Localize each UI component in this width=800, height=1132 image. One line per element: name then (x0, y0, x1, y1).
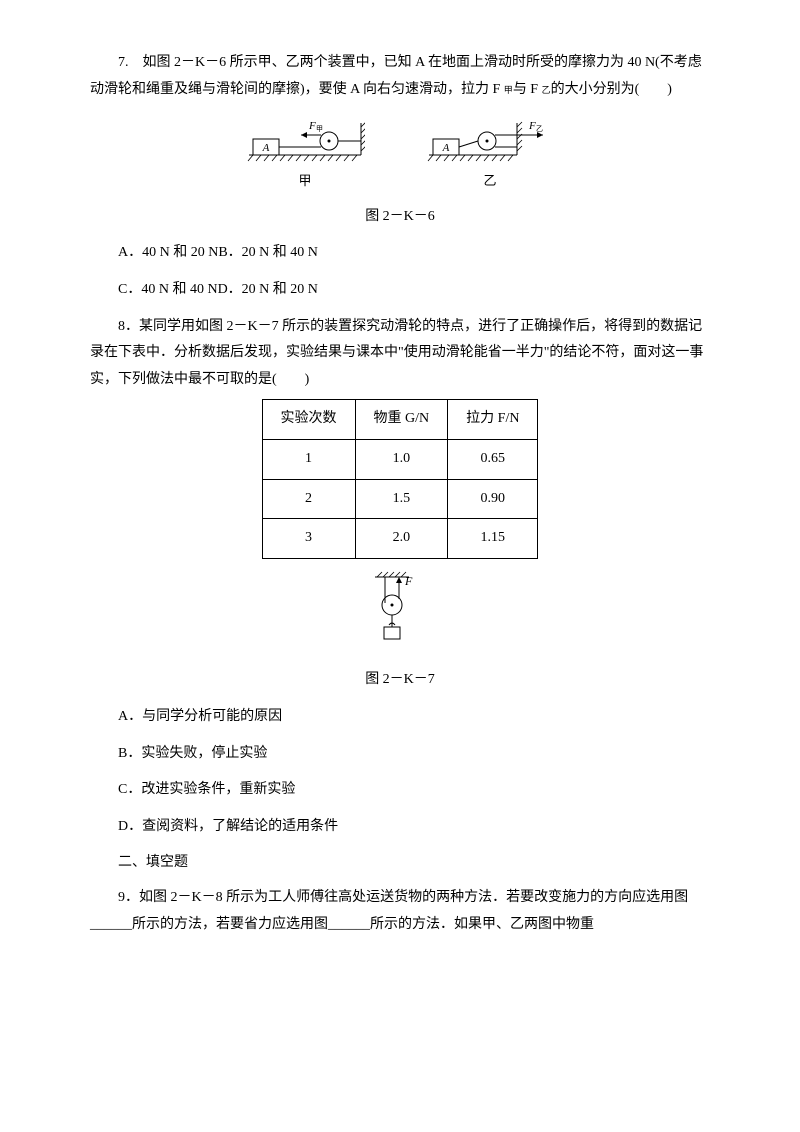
th-2: 拉力 F/N (448, 400, 538, 440)
q8-optD: D．查阅资料，了解结论的适用条件 (90, 814, 710, 841)
section-2-heading: 二、填空题 (90, 850, 710, 877)
q7-fig-right-label: 乙 (483, 169, 496, 194)
th-0: 实验次数 (262, 400, 355, 440)
q7-sub2: 乙 (542, 85, 551, 95)
force-label-F: F (404, 574, 413, 588)
cell: 2 (262, 479, 355, 519)
q7-text-b: 的大小分别为( ) (551, 82, 672, 97)
q7-optB: B．20 N 和 40 N (218, 245, 318, 260)
table-header-row: 实验次数 物重 G/N 拉力 F/N (262, 400, 538, 440)
q8-stem: 8．某同学用如图 2－K－7 所示的装置探究动滑轮的特点，进行了正确操作后，将得… (90, 314, 710, 394)
cell: 3 (262, 519, 355, 559)
svg-text:甲: 甲 (316, 125, 323, 133)
cell: 0.90 (448, 479, 538, 519)
q8-optA: A．与同学分析可能的原因 (90, 704, 710, 731)
q7-options-row1: A．40 N 和 20 NB．20 N 和 40 N (90, 240, 710, 267)
q8-figure: F (90, 569, 710, 658)
blank-1: ______ (90, 917, 132, 932)
q7-fig-caption: 图 2－K－6 (90, 204, 710, 231)
cell: 1.0 (355, 440, 448, 480)
cell: 1 (262, 440, 355, 480)
q8-optB: B．实验失败，停止实验 (90, 741, 710, 768)
cell: 1.5 (355, 479, 448, 519)
table-row: 1 1.0 0.65 (262, 440, 538, 480)
svg-text:乙: 乙 (536, 125, 543, 133)
q7-optD: D．20 N 和 20 N (218, 282, 318, 297)
q7-stem: 7. 如图 2－K－6 所示甲、乙两个装置中，已知 A 在地面上滑动时所受的摩擦… (90, 50, 710, 103)
cell: 0.65 (448, 440, 538, 480)
th-1: 物重 G/N (355, 400, 448, 440)
blank-2: ______ (328, 917, 370, 932)
q7-text-mid: 与 F (513, 82, 542, 97)
q7-sub1: 甲 (504, 85, 513, 95)
q7-fig-left-label: 甲 (298, 169, 311, 194)
q9-text-c: 所示的方法．如果甲、乙两图中物重 (370, 917, 594, 932)
q7-figures: A F 甲 甲 (90, 117, 710, 194)
cell: 1.15 (448, 519, 538, 559)
q7-optC: C．40 N 和 40 N (118, 282, 218, 297)
svg-text:F: F (308, 120, 316, 132)
svg-text:A: A (262, 142, 270, 154)
pulley-diagram-right: A F 乙 (425, 117, 555, 167)
svg-text:A: A (442, 142, 450, 154)
table-row: 3 2.0 1.15 (262, 519, 538, 559)
q7-fig-right: A F 乙 乙 (425, 117, 555, 194)
q9-stem: 9．如图 2－K－8 所示为工人师傅往高处运送货物的两种方法．若要改变施力的方向… (90, 885, 710, 938)
q7-options-row2: C．40 N 和 40 ND．20 N 和 20 N (90, 277, 710, 304)
cell: 2.0 (355, 519, 448, 559)
table-row: 2 1.5 0.90 (262, 479, 538, 519)
q7-optA: A．40 N 和 20 N (118, 245, 218, 260)
q7-fig-left: A F 甲 甲 (245, 117, 365, 194)
q8-table: 实验次数 物重 G/N 拉力 F/N 1 1.0 0.65 2 1.5 0.90… (262, 399, 539, 558)
q9-text-b: 所示的方法，若要省力应选用图 (132, 917, 328, 932)
q8-fig-caption: 图 2－K－7 (90, 667, 710, 694)
q9-text-a: 9．如图 2－K－8 所示为工人师傅往高处运送货物的两种方法．若要改变施力的方向… (118, 890, 688, 905)
pulley-diagram-left: A F 甲 (245, 117, 365, 167)
svg-text:F: F (528, 120, 536, 132)
q8-optC: C．改进实验条件，重新实验 (90, 777, 710, 804)
pulley-vertical-diagram: F (365, 569, 435, 647)
